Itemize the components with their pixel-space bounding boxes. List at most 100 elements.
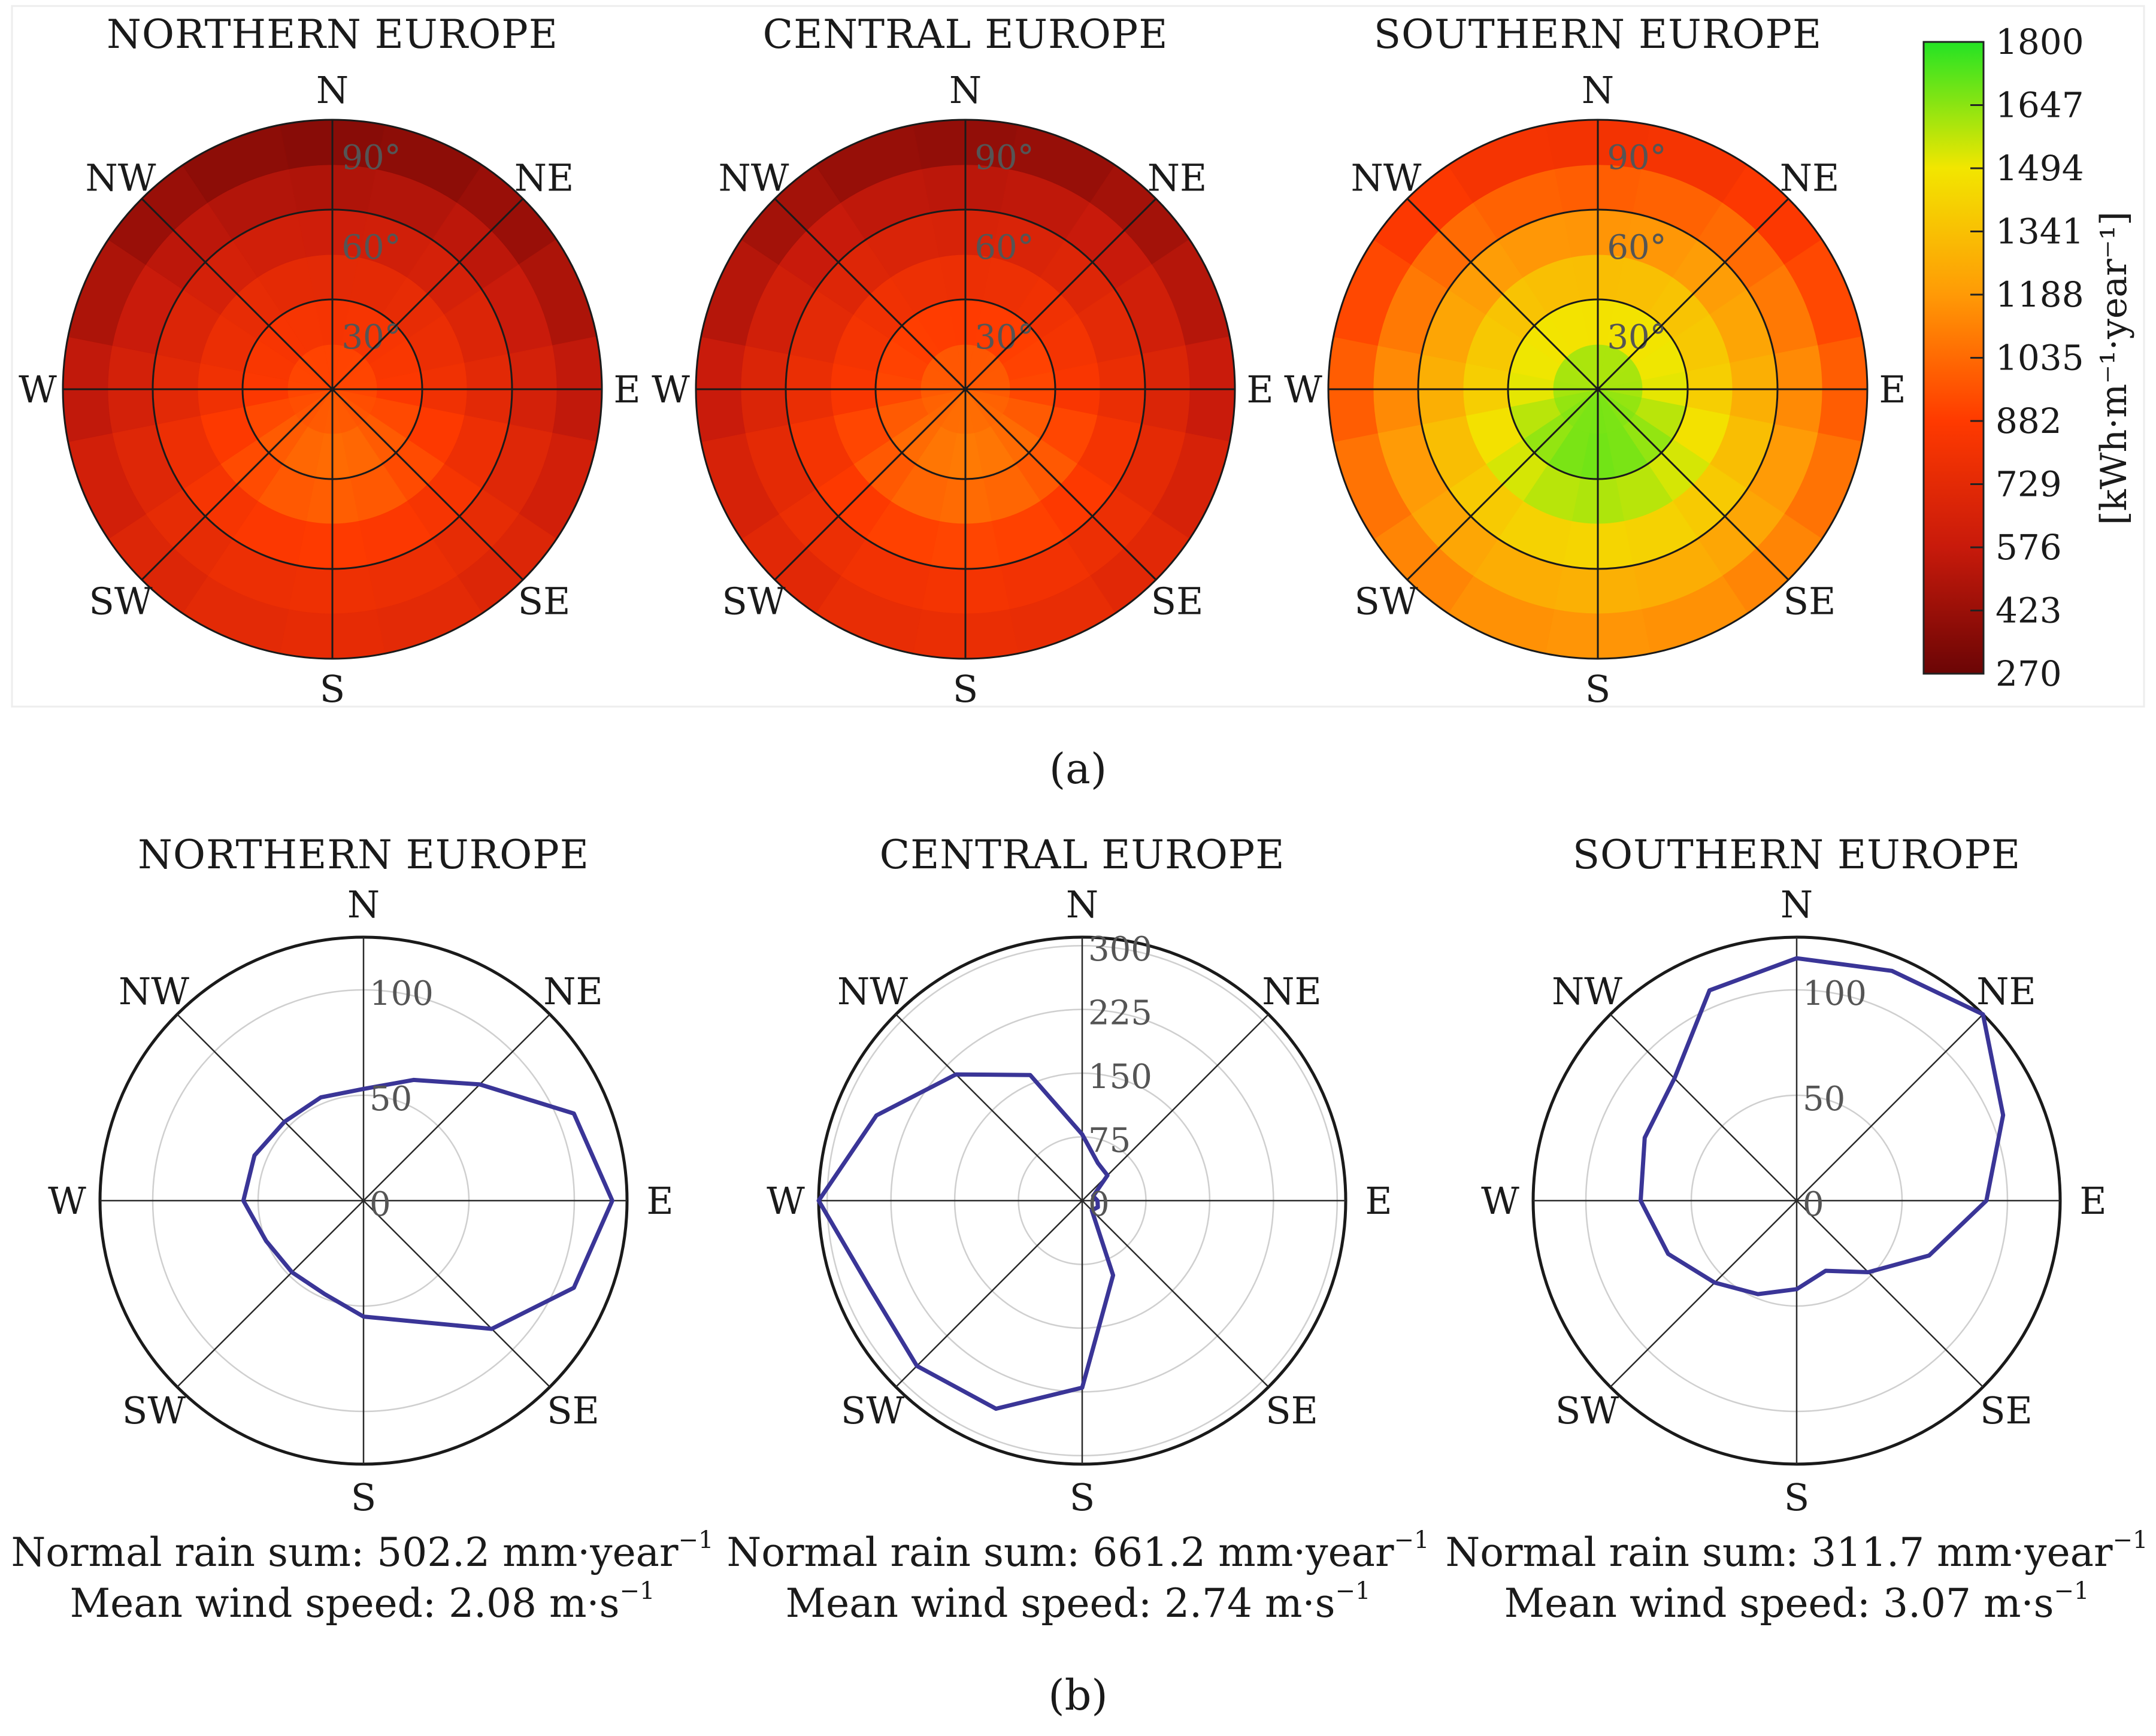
direction-label-sw: SW xyxy=(1354,580,1418,623)
direction-label-sw: SW xyxy=(722,580,785,623)
direction-label-n: N xyxy=(949,68,982,112)
colorbar-tick-label: 1647 xyxy=(1995,85,2084,126)
direction-label-ne: NE xyxy=(1262,970,1322,1013)
rose-title: SOUTHERN EUROPE xyxy=(1573,832,2021,878)
rain-distribution-line xyxy=(816,1072,1116,1411)
rain-distribution-line xyxy=(1639,956,2006,1296)
direction-spoke xyxy=(964,198,1157,390)
range-tick-label: 150 xyxy=(1088,1058,1152,1096)
direction-label-se: SE xyxy=(547,1389,599,1432)
direction-label-s: S xyxy=(351,1476,376,1519)
direction-spoke xyxy=(331,198,524,390)
direction-label-n: N xyxy=(1780,883,1813,926)
range-tick-label: 0 xyxy=(1803,1185,1824,1224)
direction-spoke xyxy=(1597,388,1789,581)
direction-spoke xyxy=(176,1200,364,1388)
direction-spoke xyxy=(363,1200,551,1388)
direction-label-e: E xyxy=(2079,1179,2106,1223)
direction-label-ne: NE xyxy=(1976,970,2036,1013)
direction-label-sw: SW xyxy=(841,1389,904,1432)
direction-spoke xyxy=(1082,1013,1270,1201)
range-tick-label: 0 xyxy=(1088,1185,1110,1224)
direction-label-s: S xyxy=(1585,667,1610,711)
direction-spoke xyxy=(141,388,334,581)
direction-label-w: W xyxy=(767,1179,805,1223)
direction-label-w: W xyxy=(19,368,57,411)
direction-label-ne: NE xyxy=(514,156,574,199)
direction-label-w: W xyxy=(48,1179,86,1223)
direction-spoke xyxy=(1796,1013,1984,1201)
colorbar-tick-label: 1494 xyxy=(1995,148,2084,189)
colorbar-ticks: 1800 1647 1494 1341 1188 1035 882 729 576 423 270 xyxy=(1970,22,2084,694)
direction-spoke xyxy=(774,388,967,581)
tilt-tick-label: 90° xyxy=(341,138,401,177)
range-tick-label: 0 xyxy=(370,1185,391,1224)
wind-speed-southern: Mean wind speed: 3.07 m·s−1 xyxy=(1504,1577,2090,1626)
colorbar-tick-label: 1035 xyxy=(1995,338,2084,378)
direction-label-s: S xyxy=(953,667,978,711)
direction-spoke xyxy=(1597,198,1789,390)
direction-label-nw: NW xyxy=(85,156,156,199)
heatmap-title: CENTRAL EUROPE xyxy=(763,11,1168,57)
rain-sum-northern: Normal rain sum: 502.2 mm·year−1 xyxy=(11,1526,713,1576)
panel-a-label: (a) xyxy=(1049,744,1107,793)
range-tick-label: 75 xyxy=(1088,1122,1131,1161)
range-tick-label: 100 xyxy=(1803,974,1867,1013)
range-tick-label: 300 xyxy=(1088,930,1152,969)
colorbar-tick-label: 729 xyxy=(1995,464,2062,505)
rain-sum-central: Normal rain sum: 661.2 mm·year−1 xyxy=(726,1526,1429,1576)
direction-label-e: E xyxy=(613,368,640,411)
direction-spoke xyxy=(964,388,1157,581)
direction-label-nw: NW xyxy=(718,156,789,199)
colorbar-tick-label: 1800 xyxy=(1995,22,2084,62)
rain-rose-northern: NORTHERN EUROPE 0 50 100 N NE E SE S SW W NW xyxy=(48,832,674,1519)
colorbar-tick-label: 1341 xyxy=(1995,211,2084,252)
rain-distribution-line xyxy=(241,1077,614,1331)
direction-label-s: S xyxy=(1784,1476,1809,1519)
direction-label-w: W xyxy=(652,368,690,411)
heatmap-title: SOUTHERN EUROPE xyxy=(1374,11,1822,57)
colorbar: 180016471494134111881035882729576423270 … xyxy=(1922,22,2135,694)
colorbar-label: [kWh·m⁻¹·year⁻¹] xyxy=(2093,211,2135,525)
tilt-tick-label: 60° xyxy=(974,228,1034,267)
rain-sum-southern: Normal rain sum: 311.7 mm·year−1 xyxy=(1445,1526,2148,1576)
direction-label-e: E xyxy=(1365,1179,1392,1223)
direction-label-n: N xyxy=(1066,883,1098,926)
direction-label-se: SE xyxy=(1265,1389,1318,1432)
range-tick-label: 50 xyxy=(370,1080,412,1119)
range-tick-label: 225 xyxy=(1088,994,1152,1033)
direction-label-sw: SW xyxy=(1555,1389,1619,1432)
direction-label-e: E xyxy=(646,1179,673,1223)
colorbar-tick-label: 882 xyxy=(1995,401,2062,441)
direction-label-s: S xyxy=(320,667,345,711)
direction-label-se: SE xyxy=(1151,580,1204,623)
colorbar-tick-label: 423 xyxy=(1995,590,2062,631)
direction-label-nw: NW xyxy=(1552,970,1622,1013)
direction-label-se: SE xyxy=(518,580,571,623)
range-tick-label: 100 xyxy=(370,974,434,1013)
direction-label-nw: NW xyxy=(1350,156,1421,199)
direction-label-ne: NE xyxy=(543,970,603,1013)
direction-label-ne: NE xyxy=(1780,156,1840,199)
direction-label-sw: SW xyxy=(122,1389,186,1432)
direction-label-ne: NE xyxy=(1147,156,1207,199)
colorbar-tick-label: 1188 xyxy=(1995,274,2084,315)
direction-spoke xyxy=(331,388,524,581)
colorbar-tick-label: 576 xyxy=(1995,527,2062,568)
tilt-tick-label: 90° xyxy=(974,138,1034,177)
range-tick-label: 50 xyxy=(1803,1080,1845,1119)
heatmap-title: NORTHERN EUROPE xyxy=(107,11,558,57)
direction-label-s: S xyxy=(1070,1476,1095,1519)
direction-label-nw: NW xyxy=(119,970,189,1013)
direction-spoke xyxy=(1406,388,1599,581)
direction-label-nw: NW xyxy=(837,970,908,1013)
direction-label-n: N xyxy=(347,883,380,926)
direction-spoke xyxy=(1082,1200,1270,1388)
direction-label-w: W xyxy=(1481,1179,1519,1223)
wind-speed-northern: Mean wind speed: 2.08 m·s−1 xyxy=(70,1577,655,1626)
